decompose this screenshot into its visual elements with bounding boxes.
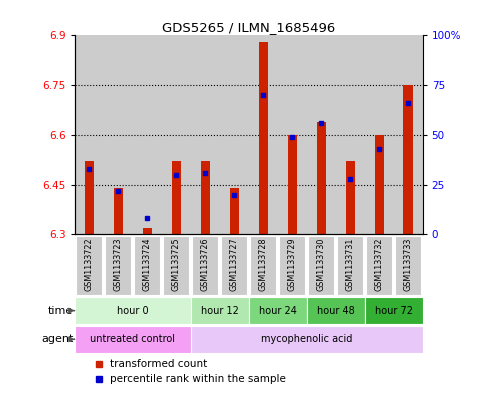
Text: hour 12: hour 12 — [201, 306, 239, 316]
Bar — [374, 135, 384, 234]
Bar — [200, 162, 210, 234]
FancyBboxPatch shape — [365, 298, 423, 324]
Text: GSM1133730: GSM1133730 — [317, 237, 326, 291]
Bar — [249, 35, 278, 234]
Text: GSM1133731: GSM1133731 — [346, 237, 355, 291]
Text: hour 0: hour 0 — [117, 306, 149, 316]
Text: hour 72: hour 72 — [375, 306, 412, 316]
FancyBboxPatch shape — [192, 235, 218, 295]
FancyBboxPatch shape — [366, 235, 392, 295]
FancyBboxPatch shape — [191, 298, 249, 324]
Text: transformed count: transformed count — [110, 358, 207, 369]
Text: untreated control: untreated control — [90, 334, 175, 344]
Text: percentile rank within the sample: percentile rank within the sample — [110, 374, 285, 384]
Title: GDS5265 / ILMN_1685496: GDS5265 / ILMN_1685496 — [162, 21, 335, 34]
Bar — [220, 35, 249, 234]
Bar — [85, 162, 94, 234]
Bar — [278, 35, 307, 234]
Bar — [316, 121, 326, 234]
Bar — [287, 135, 297, 234]
FancyBboxPatch shape — [75, 298, 191, 324]
FancyBboxPatch shape — [308, 235, 334, 295]
Bar — [258, 42, 268, 234]
Text: agent: agent — [41, 334, 73, 344]
Text: GSM1133729: GSM1133729 — [288, 237, 297, 291]
FancyBboxPatch shape — [134, 235, 160, 295]
FancyBboxPatch shape — [279, 235, 305, 295]
Bar — [162, 35, 191, 234]
FancyBboxPatch shape — [221, 235, 247, 295]
FancyBboxPatch shape — [163, 235, 189, 295]
FancyBboxPatch shape — [395, 235, 421, 295]
Bar — [336, 35, 365, 234]
FancyBboxPatch shape — [307, 298, 365, 324]
Bar — [104, 35, 133, 234]
Bar — [114, 188, 123, 234]
Text: GSM1133733: GSM1133733 — [404, 237, 412, 291]
FancyBboxPatch shape — [337, 235, 363, 295]
FancyBboxPatch shape — [75, 326, 191, 353]
Text: time: time — [48, 306, 73, 316]
Bar — [142, 228, 152, 234]
Text: GSM1133727: GSM1133727 — [230, 237, 239, 291]
FancyBboxPatch shape — [249, 298, 307, 324]
Text: GSM1133732: GSM1133732 — [375, 237, 384, 291]
Bar — [229, 188, 239, 234]
Text: hour 24: hour 24 — [259, 306, 297, 316]
Text: GSM1133724: GSM1133724 — [143, 237, 152, 291]
Bar — [75, 35, 104, 234]
Text: hour 48: hour 48 — [317, 306, 355, 316]
FancyBboxPatch shape — [250, 235, 276, 295]
Bar — [191, 35, 220, 234]
Bar — [365, 35, 394, 234]
FancyBboxPatch shape — [76, 235, 102, 295]
FancyBboxPatch shape — [105, 235, 131, 295]
Bar — [394, 35, 423, 234]
FancyBboxPatch shape — [191, 326, 423, 353]
Text: mycophenolic acid: mycophenolic acid — [261, 334, 353, 344]
Text: GSM1133725: GSM1133725 — [172, 237, 181, 291]
Text: GSM1133723: GSM1133723 — [114, 237, 123, 291]
Text: GSM1133722: GSM1133722 — [85, 237, 94, 291]
Text: GSM1133728: GSM1133728 — [259, 237, 268, 291]
Bar — [345, 162, 355, 234]
Bar — [403, 85, 413, 234]
Bar — [307, 35, 336, 234]
Bar — [171, 162, 181, 234]
Bar — [133, 35, 162, 234]
Text: GSM1133726: GSM1133726 — [201, 237, 210, 291]
